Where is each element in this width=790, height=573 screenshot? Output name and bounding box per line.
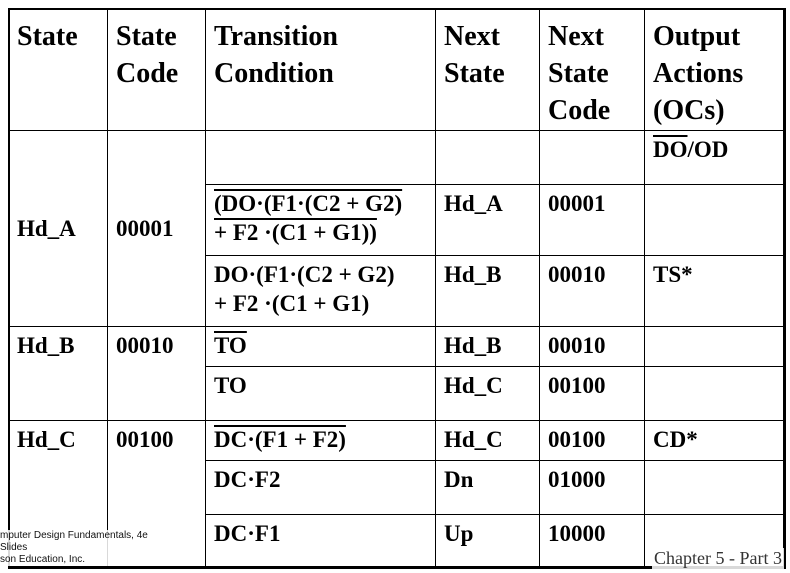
- footer-copyright: mputer Design Fundamentals, 4e Slides so…: [0, 530, 148, 566]
- condition-cell: (DO·(F1·(C2 + G2) + F2 ·(C1 + G1)): [205, 184, 436, 256]
- output-overlined: DO: [653, 137, 688, 162]
- condition-line-2: + F2 ·(C1 + G1): [214, 291, 370, 316]
- state-cell: Hd_A: [8, 130, 108, 327]
- next-code-cell: 00100: [539, 366, 645, 421]
- next-state-cell: Hd_A: [435, 184, 540, 256]
- next-state-cell: Dn: [435, 460, 540, 515]
- table-row: DC·F2 Dn 01000: [9, 460, 786, 515]
- table-row: DO·(F1·(C2 + G2) + F2 ·(C1 + G1) Hd_B 00…: [9, 255, 786, 327]
- output-rest: /OD: [687, 137, 729, 162]
- next-code-cell: 10000: [539, 514, 645, 569]
- footer-line: mputer Design Fundamentals, 4e: [0, 530, 148, 541]
- table-row: (DO·(F1·(C2 + G2) + F2 ·(C1 + G1)) Hd_A …: [9, 184, 786, 256]
- table-row: Hd_B 00010 TO Hd_B 00010: [8, 326, 786, 421]
- condition-cell: [205, 130, 436, 185]
- state-code-cell: 00001: [107, 130, 206, 327]
- header-output-actions: Output Actions (OCs): [644, 8, 786, 131]
- condition-line-1: (DO·(F1·(C2 + G2): [214, 191, 403, 216]
- next-state-cell: Hd_C: [435, 420, 540, 461]
- condition-line-2: + F2 ·(C1 + G1)): [214, 220, 377, 245]
- state-cell: Hd_B: [8, 326, 108, 421]
- state-code-cell: 00010: [107, 326, 206, 421]
- table-row: TO Hd_C 00100: [9, 366, 786, 421]
- next-code-cell: 00001: [539, 184, 645, 256]
- header-row: State State Code Transition Condition Ne…: [8, 8, 786, 131]
- footer-line: son Education, Inc.: [0, 554, 86, 565]
- condition-cell: DC·F1: [205, 514, 436, 569]
- next-code-cell: 00010: [539, 255, 645, 327]
- header-state: State: [8, 8, 108, 131]
- next-code-cell: 00100: [539, 420, 645, 461]
- condition-cell: DO·(F1·(C2 + G2) + F2 ·(C1 + G1): [205, 255, 436, 327]
- next-code-cell: 00010: [539, 326, 645, 367]
- condition-overlined: DC·(F1 + F2): [214, 427, 346, 452]
- table-frame: [8, 8, 785, 568]
- next-code-cell: 01000: [539, 460, 645, 515]
- next-state-cell: Up: [435, 514, 540, 569]
- header-transition-condition: Transition Condition: [205, 8, 436, 131]
- header-state-code: State Code: [107, 8, 206, 131]
- table-row: DC·F1 Up 10000: [9, 514, 786, 569]
- output-cell: TS*: [644, 255, 786, 327]
- next-state-cell: [435, 130, 540, 185]
- condition-cell: TO: [205, 366, 436, 421]
- output-cell: [644, 460, 786, 515]
- output-cell: CD*: [644, 420, 786, 461]
- state-table: State State Code Transition Condition Ne…: [8, 8, 786, 569]
- table-row: Hd_A 00001 DO/OD: [8, 130, 786, 327]
- footer-line: Slides: [0, 542, 28, 553]
- condition-line-1: DO·(F1·(C2 + G2): [214, 262, 395, 287]
- condition-overlined: TO: [214, 333, 247, 358]
- footer-chapter: Chapter 5 - Part 3: [652, 548, 784, 569]
- condition-cell: DC·(F1 + F2): [205, 420, 436, 461]
- output-cell: [644, 184, 786, 256]
